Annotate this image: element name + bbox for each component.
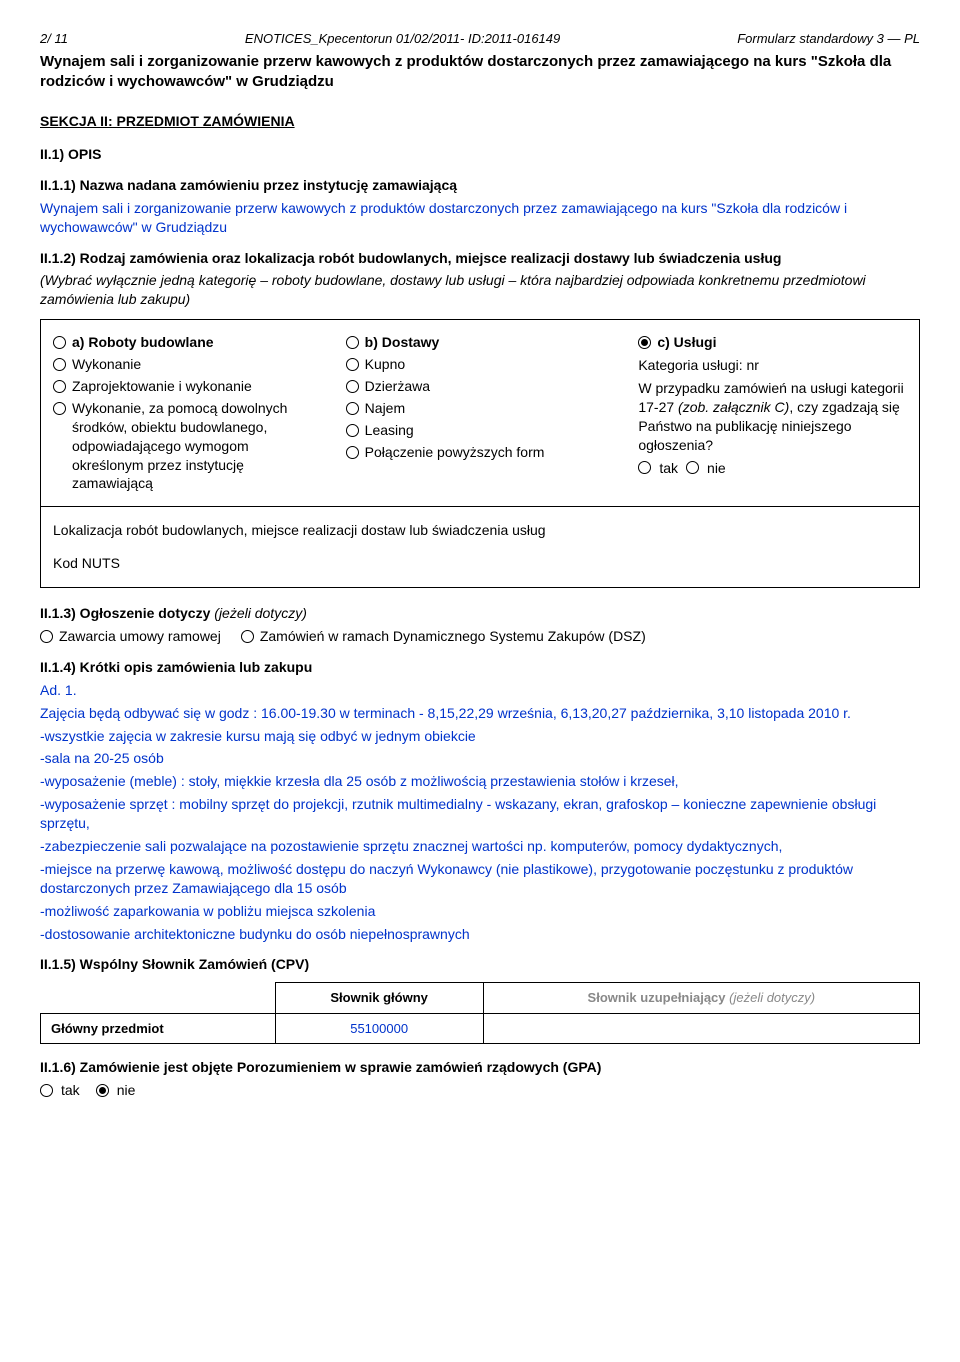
cpv-h2: Słownik uzupełniający [588, 990, 726, 1005]
ii16-nie: nie [117, 1081, 136, 1100]
radio-umowa-ramowa[interactable] [40, 630, 53, 643]
ii14-p1: Ad. 1. [40, 681, 920, 700]
cpv-value: 55100000 [275, 1013, 483, 1044]
ii13-opt2: Zamówień w ramach Dynamicznego Systemu Z… [260, 627, 646, 646]
radio-dzierzawa[interactable] [346, 380, 359, 393]
col-b-head: b) Dostawy [365, 333, 440, 352]
ii13-options: Zawarcia umowy ramowej Zamówień w ramach… [40, 627, 920, 646]
document-title: Wynajem sali i zorganizowanie przerw kaw… [40, 52, 920, 93]
ii13-suffix: (jeżeli dotyczy) [214, 605, 307, 621]
radio-uslugi-nie[interactable] [686, 461, 699, 474]
col-uslugi: c) Usługi Kategoria usługi: nr W przypad… [626, 320, 919, 506]
ii15-label: II.1.5) Wspólny Słownik Zamówień (CPV) [40, 955, 920, 974]
col-dostawy: b) Dostawy Kupno Dzierżawa Najem Leasing… [334, 320, 627, 506]
cpv-h1: Słownik główny [275, 983, 483, 1014]
col-a-head: a) Roboty budowlane [72, 333, 214, 352]
ii13-row: II.1.3) Ogłoszenie dotyczy (jeżeli dotyc… [40, 604, 920, 623]
radio-gpa-tak[interactable] [40, 1084, 53, 1097]
col-c-note: W przypadku zamówień na usługi kategorii… [638, 379, 907, 455]
radio-wykonanie-pomoca[interactable] [53, 402, 66, 415]
ii14-body: Ad. 1. Zajęcia będą odbywać się w godz :… [40, 681, 920, 944]
col-roboty: a) Roboty budowlane Wykonanie Zaprojekto… [41, 320, 334, 506]
ii16-tak: tak [61, 1081, 80, 1100]
col-c-nie: nie [707, 459, 726, 478]
loc-label: Lokalizacja robót budowlanych, miejsce r… [53, 521, 907, 540]
ii13-label: II.1.3) Ogłoszenie dotyczy [40, 605, 210, 621]
page-header: 2/ 11 ENOTICES_Kpecentorun 01/02/2011- I… [40, 30, 920, 48]
col-a-r3: Wykonanie, za pomocą dowolnych środków, … [72, 399, 322, 493]
radio-polaczenie[interactable] [346, 446, 359, 459]
ii13-opt1: Zawarcia umowy ramowej [59, 627, 221, 646]
col-a-r2: Zaprojektowanie i wykonanie [72, 377, 252, 396]
ii16-options: tak nie [40, 1081, 920, 1100]
ii11-body: Wynajem sali i zorganizowanie przerw kaw… [40, 199, 920, 237]
radio-dsz[interactable] [241, 630, 254, 643]
radio-uslugi-tak[interactable] [638, 461, 651, 474]
col-b-r2: Dzierżawa [365, 377, 430, 396]
cpv-rowlabel: Główny przedmiot [41, 1013, 276, 1044]
ii14-p2: Zajęcia będą odbywać się w godz : 16.00-… [40, 704, 920, 723]
col-c-cat: Kategoria usługi: nr [638, 356, 907, 375]
ii16-label: II.1.6) Zamówienie jest objęte Porozumie… [40, 1058, 920, 1077]
col-b-r5: Połączenie powyższych form [365, 443, 545, 462]
kod-nuts: Kod NUTS [53, 554, 907, 573]
radio-wykonanie[interactable] [53, 358, 66, 371]
ii14-p4: -sala na 20-25 osób [40, 749, 920, 768]
radio-leasing[interactable] [346, 424, 359, 437]
col-c-yesno: tak nie [638, 459, 907, 478]
ii14-p3: -wszystkie zajęcia w zakresie kursu mają… [40, 727, 920, 746]
ii14-p9: -możliwość zaparkowania w pobliżu miejsc… [40, 902, 920, 921]
ii1-opis: II.1) OPIS [40, 145, 920, 164]
ii14-p10: -dostosowanie architektoniczne budynku d… [40, 925, 920, 944]
ii14-p6: -wyposażenie sprzęt : mobilny sprzęt do … [40, 795, 920, 833]
radio-dostawy-head[interactable] [346, 336, 359, 349]
header-doc-id: ENOTICES_Kpecentorun 01/02/2011- ID:2011… [245, 30, 560, 48]
ii12-options-grid: a) Roboty budowlane Wykonanie Zaprojekto… [40, 319, 920, 506]
cpv-table: Słownik główny Słownik uzupełniający (je… [40, 982, 920, 1044]
header-form-name: Formularz standardowy 3 — PL [737, 30, 920, 48]
cpv-h2-suffix: (jeżeli dotyczy) [729, 990, 815, 1005]
cpv-h2-cell: Słownik uzupełniający (jeżeli dotyczy) [483, 983, 919, 1014]
ii12-location-box: Lokalizacja robót budowlanych, miejsce r… [40, 506, 920, 588]
ii14-p7: -zabezpieczenie sali pozwalające na pozo… [40, 837, 920, 856]
section-2-heading: SEKCJA II: PRZEDMIOT ZAMÓWIENIA [40, 112, 920, 131]
ii12-note: (Wybrać wyłącznie jedną kategorię – robo… [40, 271, 920, 309]
ii14-p5: -wyposażenie (meble) : stoły, miękkie kr… [40, 772, 920, 791]
ii14-p8: -miejsce na przerwę kawową, możliwość do… [40, 860, 920, 898]
col-a-r1: Wykonanie [72, 355, 141, 374]
radio-roboty-head[interactable] [53, 336, 66, 349]
ii11-label: II.1.1) Nazwa nadana zamówieniu przez in… [40, 176, 920, 195]
radio-najem[interactable] [346, 402, 359, 415]
header-page: 2/ 11 [40, 30, 68, 48]
ii14-label: II.1.4) Krótki opis zamówienia lub zakup… [40, 658, 920, 677]
radio-kupno[interactable] [346, 358, 359, 371]
radio-gpa-nie[interactable] [96, 1084, 109, 1097]
cpv-empty [483, 1013, 919, 1044]
radio-zaprojektowanie[interactable] [53, 380, 66, 393]
col-b-r1: Kupno [365, 355, 405, 374]
col-c-tak: tak [659, 459, 678, 478]
col-b-r3: Najem [365, 399, 405, 418]
col-c-head: c) Usługi [657, 333, 716, 352]
radio-uslugi-head[interactable] [638, 336, 651, 349]
ii12-label: II.1.2) Rodzaj zamówienia oraz lokalizac… [40, 249, 920, 268]
col-b-r4: Leasing [365, 421, 414, 440]
